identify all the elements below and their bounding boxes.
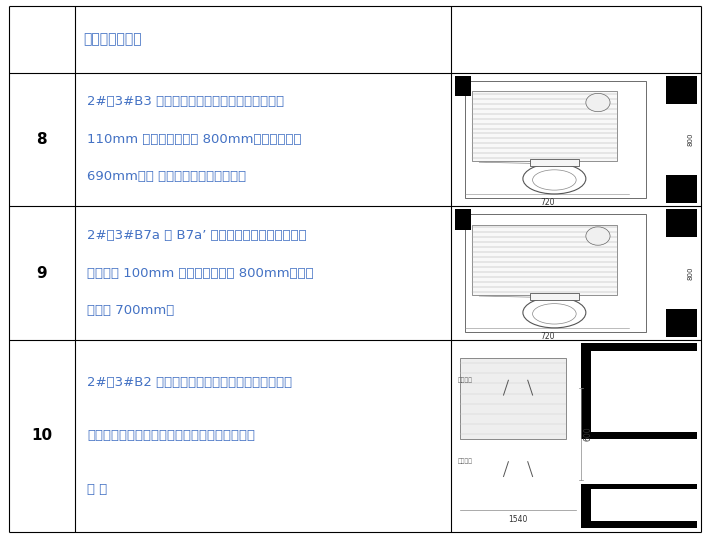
Text: 实测为 700mm）: 实测为 700mm） xyxy=(87,304,175,317)
Text: 800: 800 xyxy=(687,132,693,146)
Text: 1540: 1540 xyxy=(508,515,528,525)
Bar xyxy=(472,224,617,295)
Text: 600: 600 xyxy=(584,427,593,441)
Text: 2#、3#B7a 和 B7a’ 户型卫生间包管尺寸与图纸: 2#、3#B7a 和 B7a’ 户型卫生间包管尺寸与图纸 xyxy=(87,229,307,242)
Text: 720: 720 xyxy=(540,198,555,207)
Text: 2#、3#B3 户型卫生间包管尺寸与图纸尺寸存在: 2#、3#B3 户型卫生间包管尺寸与图纸尺寸存在 xyxy=(87,95,285,109)
Text: 720: 720 xyxy=(540,332,555,341)
Text: 9: 9 xyxy=(36,266,47,280)
Text: 一致，是否更改: 一致，是否更改 xyxy=(83,32,142,47)
Text: 110mm 的偏差（图纸为 800mm，现场实测为: 110mm 的偏差（图纸为 800mm，现场实测为 xyxy=(87,133,302,146)
Bar xyxy=(666,209,697,337)
Bar xyxy=(666,237,697,309)
Bar xyxy=(581,484,697,528)
Bar xyxy=(666,76,697,203)
Text: 厨房水管: 厨房水管 xyxy=(457,378,473,383)
Bar xyxy=(455,76,471,96)
Bar xyxy=(591,490,697,521)
Circle shape xyxy=(586,227,610,245)
Bar xyxy=(530,159,579,166)
Text: 现场位置在右侧，是否更改图纸上的位置，待确: 现场位置在右侧，是否更改图纸上的位置，待确 xyxy=(87,429,256,442)
Text: 690mm）， 影响淤浴屏后期的施工。: 690mm）， 影响淤浴屏后期的施工。 xyxy=(87,170,246,183)
Bar xyxy=(581,343,697,440)
Text: 客厅水管: 客厅水管 xyxy=(457,459,473,464)
Circle shape xyxy=(586,94,610,112)
Bar xyxy=(472,91,617,161)
Bar xyxy=(460,358,567,440)
Text: 定 。: 定 。 xyxy=(87,483,108,496)
Bar xyxy=(455,343,697,528)
Bar xyxy=(591,351,697,432)
Text: 800: 800 xyxy=(687,266,693,280)
Ellipse shape xyxy=(523,164,586,194)
Ellipse shape xyxy=(532,170,577,190)
Bar xyxy=(455,209,471,230)
Bar xyxy=(530,293,579,300)
Bar xyxy=(666,104,697,175)
Bar xyxy=(465,214,646,332)
Ellipse shape xyxy=(523,298,586,328)
Ellipse shape xyxy=(532,303,577,324)
Bar xyxy=(465,81,646,198)
Text: 尺寸存在 100mm 的偏差（图纸为 800mm，现场: 尺寸存在 100mm 的偏差（图纸为 800mm，现场 xyxy=(87,266,314,280)
Text: 2#、3#B2 户型厨房下水管图纸上的位置在左侧，: 2#、3#B2 户型厨房下水管图纸上的位置在左侧， xyxy=(87,376,293,388)
Bar xyxy=(455,76,697,203)
Text: 10: 10 xyxy=(31,428,52,443)
Bar xyxy=(455,209,697,337)
Text: 8: 8 xyxy=(36,132,47,147)
